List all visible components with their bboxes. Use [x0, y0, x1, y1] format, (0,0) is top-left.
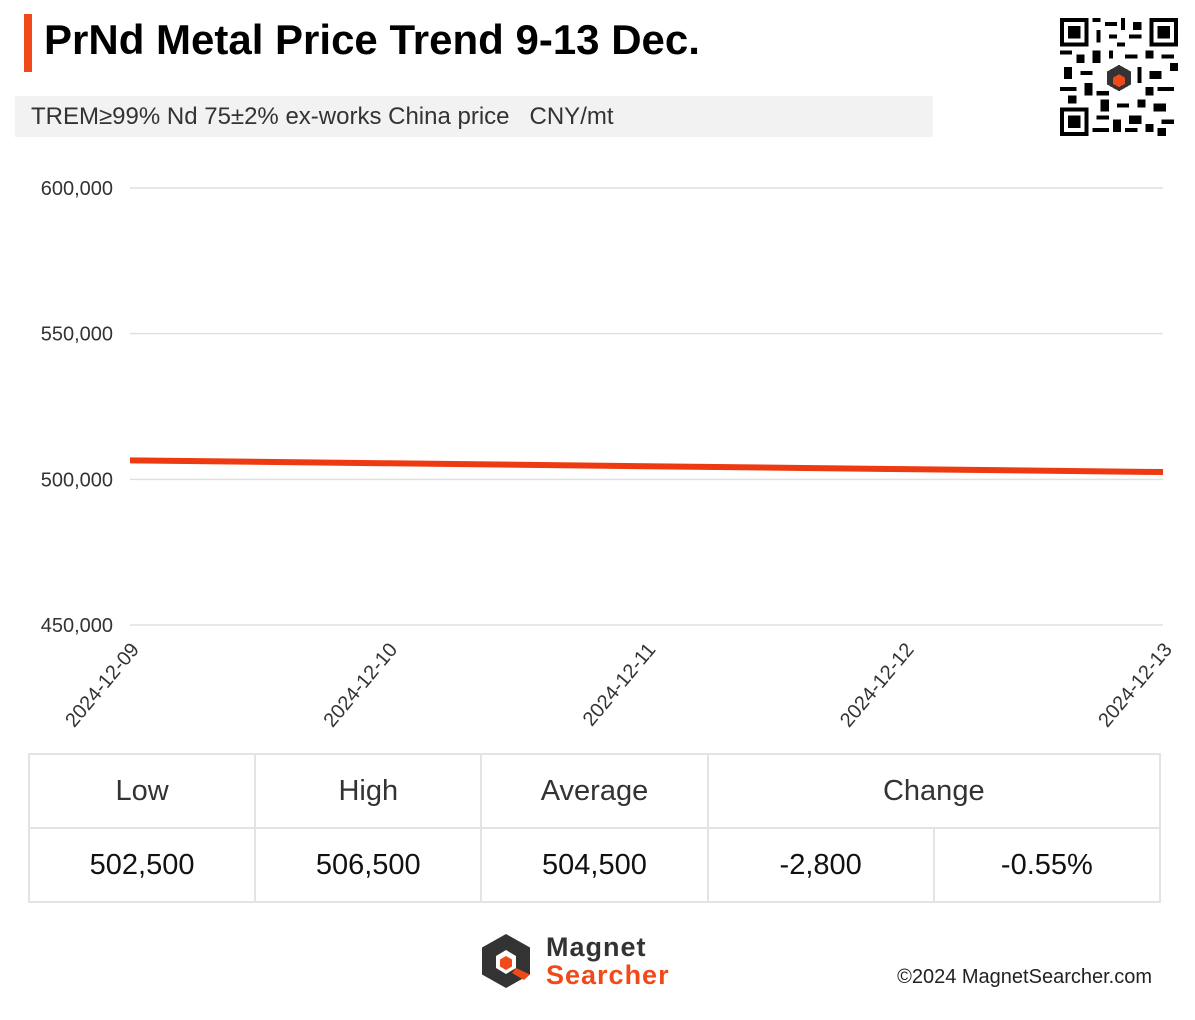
y-tick-label: 600,000 [41, 178, 113, 200]
logo-text-searcher: Searcher [546, 960, 670, 990]
x-tick-label: 2024-12-09 [61, 639, 144, 732]
low-header: Low [27, 753, 257, 829]
x-tick-label: 2024-12-11 [579, 639, 661, 730]
logo-text-magnet: Magnet [546, 932, 647, 962]
title-accent-bar [24, 14, 32, 72]
high-header: High [254, 753, 483, 829]
change-abs-value: -2,800 [706, 827, 935, 903]
low-value: 502,500 [27, 827, 257, 903]
x-tick-label: 2024-12-10 [319, 639, 402, 732]
y-tick-label: 550,000 [41, 324, 113, 346]
y-tick-label: 500,000 [41, 469, 113, 491]
stats-table: Low High Average Change 502,500 506,500 … [27, 753, 1162, 903]
page-title: PrNd Metal Price Trend 9-13 Dec. [44, 16, 700, 63]
x-tick-label: 2024-12-13 [1094, 639, 1177, 732]
x-tick-label: 2024-12-12 [836, 639, 919, 732]
subtitle-box: TREM≥99% Nd 75±2% ex-works China price C… [15, 96, 933, 137]
change-pct-value: -0.55% [932, 827, 1162, 903]
magnet-searcher-logo-icon [482, 934, 530, 988]
stats-value-row: 502,500 506,500 504,500 -2,800 -0.55% [27, 827, 1162, 903]
average-value: 504,500 [480, 827, 709, 903]
subtitle: TREM≥99% Nd 75±2% ex-works China price C… [31, 103, 614, 130]
stats-header-row: Low High Average Change [27, 753, 1162, 829]
price-line-chart: 450,000 500,000 550,000 600,000 2024-12-09 20… [41, 178, 1177, 732]
qr-code-icon [1060, 18, 1178, 136]
copyright: ©2024 MagnetSearcher.com [897, 966, 1152, 988]
average-header: Average [480, 753, 709, 829]
high-value: 506,500 [254, 827, 483, 903]
change-header: Change [706, 753, 1162, 829]
y-tick-label: 450,000 [41, 615, 113, 637]
